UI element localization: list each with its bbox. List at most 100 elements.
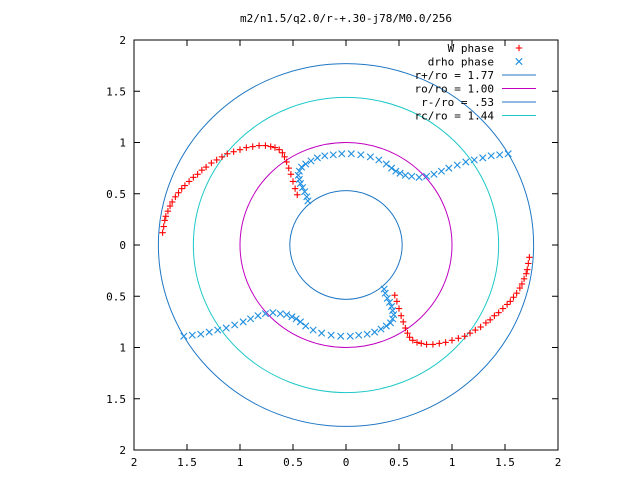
point-1-38 bbox=[381, 289, 389, 297]
point-0-60 bbox=[436, 340, 443, 347]
y-tick-label-5: 0.5 bbox=[106, 290, 126, 303]
point-0-40 bbox=[523, 270, 530, 277]
point-0-5 bbox=[166, 202, 174, 210]
point-1-29 bbox=[445, 164, 453, 172]
point-1-27 bbox=[430, 170, 438, 178]
point-0-14 bbox=[198, 166, 206, 174]
point-1-28 bbox=[437, 167, 445, 175]
point-1-63 bbox=[261, 310, 270, 318]
point-0-54 bbox=[472, 326, 479, 334]
point-1-72 bbox=[188, 331, 196, 339]
point-0-72 bbox=[393, 298, 401, 305]
point-1-34 bbox=[487, 152, 495, 160]
point-1-26 bbox=[422, 172, 431, 180]
point-0-23 bbox=[249, 143, 256, 150]
x-tick-label-3: 0.5 bbox=[283, 456, 303, 469]
point-1-22 bbox=[396, 169, 404, 177]
point-0-36 bbox=[294, 191, 301, 198]
point-1-18 bbox=[375, 156, 383, 164]
point-1-30 bbox=[453, 161, 461, 169]
point-0-9 bbox=[178, 185, 185, 192]
point-1-20 bbox=[387, 164, 396, 172]
legend-symbol-0 bbox=[515, 44, 523, 52]
legend-label-1: drho phase bbox=[428, 56, 494, 69]
point-1-17 bbox=[366, 153, 374, 161]
point-1-24 bbox=[408, 172, 416, 180]
point-1-67 bbox=[231, 321, 239, 329]
point-0-56 bbox=[461, 333, 468, 340]
point-0-50 bbox=[491, 312, 498, 319]
point-0-4 bbox=[164, 207, 172, 215]
point-0-6 bbox=[168, 198, 176, 206]
legend-label-0: W phase bbox=[448, 42, 494, 55]
point-0-24 bbox=[255, 142, 263, 149]
point-0-47 bbox=[503, 301, 511, 308]
point-0-31 bbox=[283, 158, 290, 166]
point-1-50 bbox=[355, 331, 363, 339]
point-0-2 bbox=[161, 217, 168, 224]
point-1-62 bbox=[269, 309, 277, 317]
point-1-56 bbox=[302, 322, 310, 330]
point-0-38 bbox=[525, 260, 532, 267]
x-tick-label-6: 1 bbox=[449, 456, 456, 469]
point-1-51 bbox=[346, 332, 354, 340]
point-0-65 bbox=[409, 337, 416, 344]
point-1-8 bbox=[297, 163, 306, 171]
point-1-71 bbox=[197, 330, 205, 338]
point-1-32 bbox=[470, 156, 478, 164]
point-1-49 bbox=[363, 330, 371, 338]
point-1-14 bbox=[338, 150, 346, 158]
point-0-8 bbox=[175, 189, 182, 196]
point-0-1 bbox=[160, 223, 167, 230]
x-tick-label-2: 1 bbox=[237, 456, 244, 469]
point-1-42 bbox=[389, 307, 397, 315]
point-1-0 bbox=[304, 197, 312, 205]
point-0-44 bbox=[513, 289, 520, 297]
point-1-2 bbox=[301, 188, 309, 196]
point-0-37 bbox=[526, 254, 533, 261]
x-tick-label-4: 0 bbox=[343, 456, 350, 469]
y-tick-label-1: 1.5 bbox=[106, 85, 126, 98]
point-1-43 bbox=[390, 311, 398, 319]
point-0-18 bbox=[218, 153, 226, 161]
point-0-11 bbox=[185, 178, 193, 185]
x-tick-label-1: 1.5 bbox=[177, 456, 197, 469]
y-tick-label-0: 2 bbox=[119, 34, 126, 47]
point-0-49 bbox=[495, 309, 502, 316]
point-0-25 bbox=[262, 142, 269, 149]
point-0-0 bbox=[159, 229, 166, 236]
point-0-46 bbox=[507, 298, 514, 305]
point-0-57 bbox=[455, 335, 462, 342]
point-1-69 bbox=[214, 326, 222, 334]
point-1-15 bbox=[347, 150, 355, 158]
point-1-25 bbox=[415, 173, 423, 181]
point-1-12 bbox=[321, 152, 329, 160]
point-0-45 bbox=[510, 294, 517, 301]
point-0-3 bbox=[162, 213, 169, 220]
point-1-37 bbox=[380, 285, 388, 293]
point-0-43 bbox=[516, 284, 524, 292]
point-1-68 bbox=[222, 324, 230, 332]
point-1-13 bbox=[329, 151, 337, 159]
circle-1 bbox=[239, 142, 453, 348]
point-1-33 bbox=[479, 154, 487, 162]
point-0-68 bbox=[402, 324, 409, 332]
point-0-73 bbox=[391, 292, 398, 299]
point-0-66 bbox=[406, 334, 413, 341]
point-1-35 bbox=[496, 151, 504, 159]
point-0-33 bbox=[287, 171, 295, 178]
point-1-55 bbox=[309, 326, 317, 334]
point-1-57 bbox=[296, 318, 305, 326]
point-1-66 bbox=[239, 318, 247, 326]
point-1-36 bbox=[504, 150, 512, 158]
point-0-71 bbox=[395, 305, 403, 312]
point-0-13 bbox=[194, 171, 201, 178]
legend-label-3: ro/ro = 1.00 bbox=[415, 83, 494, 96]
point-1-23 bbox=[401, 171, 409, 179]
point-0-53 bbox=[477, 323, 484, 331]
point-1-60 bbox=[283, 311, 291, 319]
point-0-21 bbox=[236, 146, 244, 153]
point-1-40 bbox=[385, 298, 394, 306]
point-0-64 bbox=[413, 339, 421, 346]
point-0-16 bbox=[208, 159, 215, 167]
